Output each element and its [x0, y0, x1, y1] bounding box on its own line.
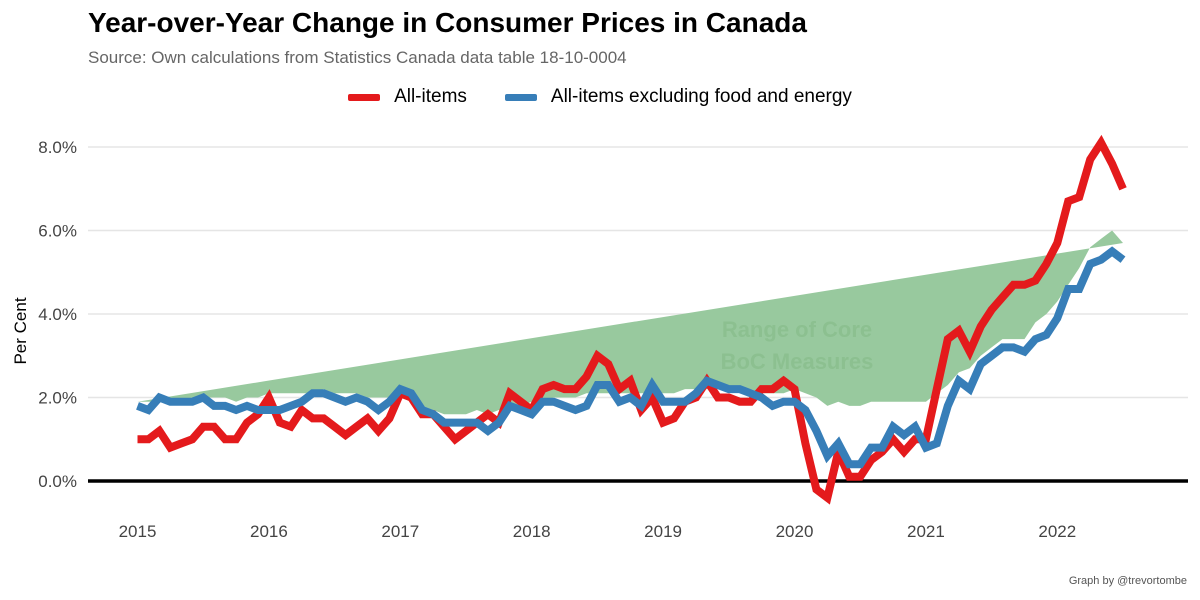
chart-subtitle: Source: Own calculations from Statistics… [88, 48, 627, 67]
core-range-band [137, 230, 1123, 415]
legend-swatch-core [504, 93, 537, 101]
band-annotation-line-2: BoC Measures [721, 349, 874, 374]
chart-title: Year-over-Year Change in Consumer Prices… [88, 7, 807, 38]
x-tick-label: 2015 [119, 522, 157, 541]
band-layer [137, 230, 1123, 415]
series-layer [136, 134, 1127, 505]
legend-label-core: All-items excluding food and energy [550, 86, 852, 107]
y-tick-label: 4.0% [38, 305, 77, 324]
x-tick-label: 2019 [644, 522, 682, 541]
legend-label-all-items: All-items [394, 86, 467, 107]
series-line-core [136, 246, 1126, 469]
band-annotation-line-1: Range of Core [722, 317, 872, 342]
y-tick-label: 0.0% [38, 472, 77, 491]
legend-item-all-items: All-items [348, 86, 467, 108]
y-tick-label: 6.0% [38, 222, 77, 241]
caption: Graph by @trevortombe [1068, 575, 1187, 587]
series-line-all-items [137, 134, 1127, 505]
y-tick-label: 2.0% [38, 389, 77, 408]
legend: All-items All-items excluding food and e… [0, 86, 1200, 108]
x-tick-label: 2017 [381, 522, 419, 541]
x-tick-label: 2018 [513, 522, 551, 541]
x-tick-label: 2021 [907, 522, 945, 541]
x-axis-ticks: 2015 2016 2017 2018 2019 2020 2021 2022 [119, 522, 1077, 541]
x-tick-label: 2016 [250, 522, 288, 541]
y-tick-label: 8.0% [38, 138, 77, 157]
y-axis-ticks: 0.0% 2.0% 4.0% 6.0% 8.0% [38, 138, 77, 491]
x-tick-label: 2020 [776, 522, 814, 541]
x-tick-label: 2022 [1038, 522, 1076, 541]
legend-swatch-all-items [348, 93, 381, 101]
legend-item-core: All-items excluding food and energy [504, 86, 852, 108]
y-axis-label: Per Cent [11, 297, 30, 364]
